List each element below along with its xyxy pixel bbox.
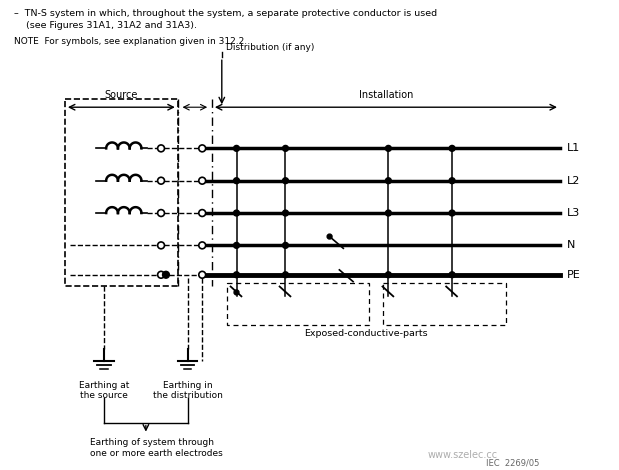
Circle shape: [234, 290, 239, 295]
Circle shape: [158, 242, 165, 249]
Text: Installation: Installation: [359, 90, 413, 101]
Text: L1: L1: [567, 143, 580, 153]
Circle shape: [282, 272, 288, 278]
Circle shape: [386, 210, 391, 216]
Text: –  TN-S system in which, throughout the system, a separate protective conductor : – TN-S system in which, throughout the s…: [14, 9, 437, 18]
Circle shape: [386, 178, 391, 184]
Text: PE: PE: [567, 270, 581, 280]
Text: Distribution (if any): Distribution (if any): [226, 43, 314, 52]
Circle shape: [199, 242, 206, 249]
Text: www.szelec.cc: www.szelec.cc: [428, 450, 498, 460]
Text: (see Figures 31A1, 31A2 and 31A3).: (see Figures 31A1, 31A2 and 31A3).: [14, 21, 197, 30]
Circle shape: [199, 210, 206, 217]
Circle shape: [327, 234, 332, 239]
Circle shape: [233, 210, 240, 216]
Text: Source: Source: [105, 90, 138, 101]
Circle shape: [199, 145, 206, 152]
Circle shape: [233, 272, 240, 278]
Text: Earthing in
the distribution: Earthing in the distribution: [152, 381, 222, 400]
Text: L2: L2: [567, 176, 580, 186]
Text: L3: L3: [567, 208, 580, 218]
Circle shape: [163, 271, 170, 278]
Circle shape: [386, 145, 391, 151]
Circle shape: [449, 145, 455, 151]
Circle shape: [386, 272, 391, 278]
Circle shape: [282, 210, 288, 216]
Circle shape: [449, 210, 455, 216]
Circle shape: [158, 177, 165, 184]
Circle shape: [233, 145, 240, 151]
Circle shape: [449, 178, 455, 184]
Circle shape: [199, 271, 206, 278]
Text: N: N: [567, 240, 575, 251]
Text: NOTE  For symbols, see explanation given in 312.2.: NOTE For symbols, see explanation given …: [14, 37, 247, 46]
Circle shape: [158, 145, 165, 152]
Text: Earthing at
the source: Earthing at the source: [79, 381, 129, 400]
Circle shape: [282, 145, 288, 151]
Text: IEC  2269/05: IEC 2269/05: [487, 459, 540, 468]
Text: Exposed-conductive-parts: Exposed-conductive-parts: [305, 329, 428, 337]
Text: Earthing of system through
one or more earth electrodes: Earthing of system through one or more e…: [90, 439, 222, 458]
Circle shape: [282, 178, 288, 184]
Circle shape: [233, 243, 240, 248]
Circle shape: [158, 210, 165, 217]
Circle shape: [233, 178, 240, 184]
Circle shape: [158, 271, 165, 278]
Circle shape: [282, 243, 288, 248]
Circle shape: [199, 177, 206, 184]
Circle shape: [449, 272, 455, 278]
